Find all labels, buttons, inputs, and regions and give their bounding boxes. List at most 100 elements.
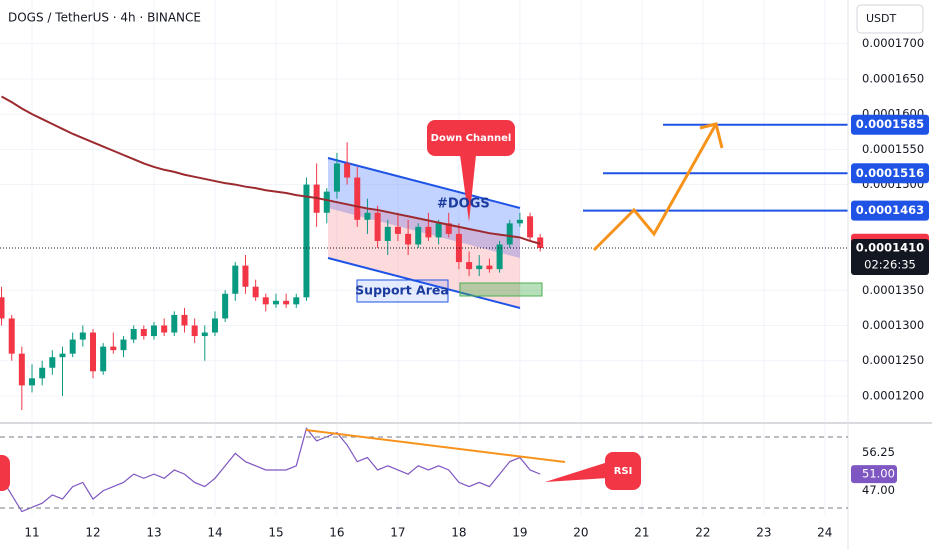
grid <box>0 0 848 515</box>
candle-body <box>455 233 462 263</box>
y-tick-label: 0.0001700 <box>862 36 924 50</box>
candle-body <box>242 265 249 287</box>
y-tick-label: 0.0001550 <box>862 142 924 156</box>
candle-body <box>283 300 290 305</box>
candle-body <box>90 332 97 372</box>
candle-body <box>374 212 381 241</box>
candle-body <box>39 367 46 379</box>
last-price-tag <box>851 238 929 275</box>
x-tick-label: 11 <box>24 526 39 540</box>
candle-body <box>323 191 330 213</box>
channel-upper <box>327 157 521 209</box>
candle-body <box>496 244 503 270</box>
level-tag <box>851 163 929 184</box>
x-tick-label: 20 <box>573 526 588 540</box>
candle-body <box>394 226 401 234</box>
candle-body <box>171 314 178 333</box>
candle-body <box>435 223 442 238</box>
candle-body <box>191 325 198 337</box>
candle-body <box>293 297 300 305</box>
candle-body <box>537 237 544 248</box>
candle-body <box>516 219 523 224</box>
rsi-trendline <box>305 429 566 463</box>
tag-label: #DOGS <box>437 197 490 212</box>
candle-body <box>79 332 86 340</box>
projection-head <box>699 122 724 149</box>
candle-body <box>344 163 351 178</box>
candle-body <box>272 300 279 305</box>
candle-body <box>486 265 493 270</box>
x-tick-label: 16 <box>329 526 344 540</box>
candle-body <box>8 318 15 354</box>
y-tick-label: 0.0001200 <box>862 388 924 402</box>
candle-body <box>161 325 168 333</box>
level-tag <box>851 114 929 135</box>
candle-body <box>0 297 5 319</box>
callout <box>427 120 515 156</box>
y-tick-label: 0.0001250 <box>862 353 924 367</box>
support-label: Support Area <box>355 283 449 298</box>
level-label: 0.0001516 <box>856 166 924 180</box>
candle-body <box>140 329 147 337</box>
candle-body <box>476 265 483 270</box>
rsi-pointer <box>545 462 608 482</box>
candle-body <box>59 353 66 358</box>
x-tick-label: 23 <box>756 526 771 540</box>
candle-body <box>100 346 107 372</box>
rsi-line <box>1 427 541 513</box>
chart-title: DOGS / TetherUS · 4h · BINANCE <box>8 11 201 25</box>
channel-lower <box>327 257 521 309</box>
x-tick-label: 24 <box>817 526 832 540</box>
channel-fill <box>328 158 520 258</box>
currency-box <box>856 4 924 34</box>
currency: USDT <box>866 12 897 25</box>
candle-body <box>252 286 259 298</box>
candle-body <box>527 216 534 238</box>
x-tick-label: 21 <box>634 526 649 540</box>
candle-body <box>354 177 361 220</box>
last-price-label: 0.0001410 <box>856 240 924 254</box>
candle-body <box>201 332 208 337</box>
candle-body <box>18 353 25 386</box>
candle-body <box>150 325 157 337</box>
support-zone <box>459 282 543 297</box>
candle-body <box>466 262 473 270</box>
callout-edge <box>0 455 10 491</box>
candle-body <box>222 293 229 319</box>
candle-body <box>232 265 239 294</box>
candle-body <box>425 226 432 238</box>
y-tick-label: 0.0001650 <box>862 71 924 85</box>
price-axis: 0.00017000.00016500.00016000.00015500.00… <box>24 36 929 540</box>
candle-body <box>49 357 56 368</box>
x-tick-label: 22 <box>695 526 710 540</box>
y-tick-label: 0.0001300 <box>862 318 924 332</box>
x-tick-label: 15 <box>268 526 283 540</box>
x-tick-label: 12 <box>85 526 100 540</box>
candle-body <box>384 226 391 241</box>
countdown: 02:26:35 <box>864 257 916 271</box>
rsi-tick-label: 47.00 <box>862 483 895 497</box>
candle-body <box>506 223 513 245</box>
candle-body <box>110 346 117 351</box>
moving-average <box>1 95 541 245</box>
candle-body <box>262 297 269 305</box>
candle-body <box>405 233 412 245</box>
x-tick-label: 13 <box>146 526 161 540</box>
candle-body <box>181 314 188 326</box>
rsi-callout <box>605 452 641 490</box>
level-label: 0.0001463 <box>856 203 924 217</box>
rsi-tick-label: 56.25 <box>862 445 895 459</box>
candle-body <box>130 329 137 340</box>
rsi-tag <box>851 465 897 484</box>
callout-text: Down Channel <box>431 133 512 144</box>
support-box <box>356 279 449 303</box>
candle-body <box>333 163 340 192</box>
y-tick-label: 0.0001350 <box>862 283 924 297</box>
candle-body <box>364 212 371 220</box>
x-tick-label: 14 <box>207 526 222 540</box>
candle-body <box>211 318 218 333</box>
x-tick-label: 18 <box>451 526 466 540</box>
